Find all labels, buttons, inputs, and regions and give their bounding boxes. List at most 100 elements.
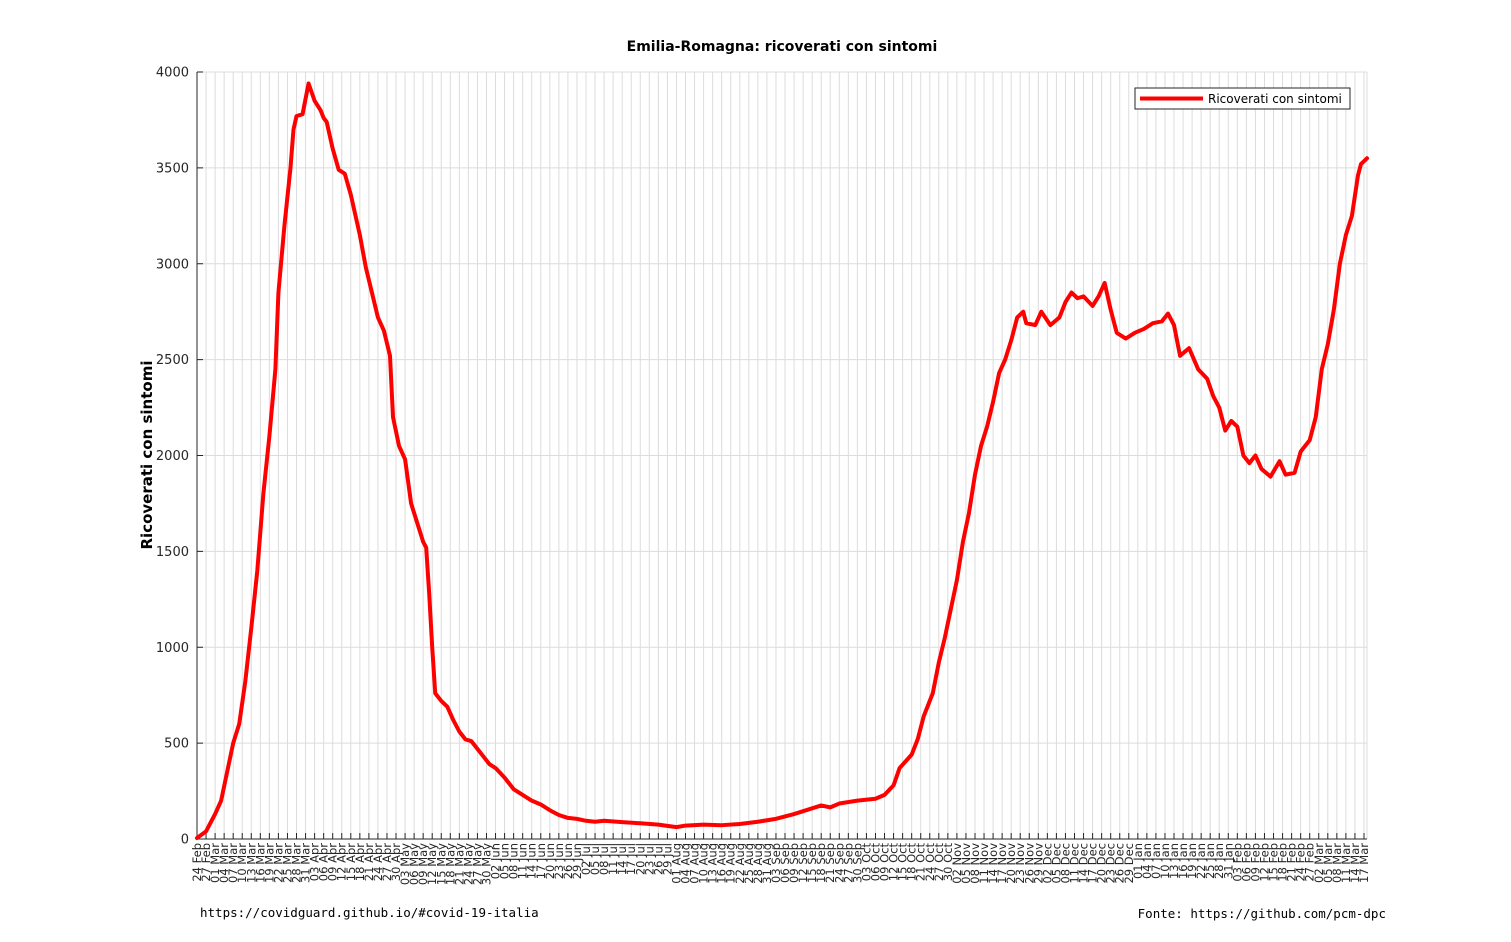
x-tick-label: 27 Feb xyxy=(1303,843,1317,882)
x-tick-label: 29 Dec xyxy=(1122,843,1136,884)
x-tick-label: 12 Sep xyxy=(796,843,810,883)
x-tick-label: 02 Nov xyxy=(950,843,964,884)
x-tick-label: 27 Oct xyxy=(932,843,946,882)
x-tick-label: 06 Apr xyxy=(317,843,331,881)
x-tick-label: 04 Mar xyxy=(217,843,231,883)
x-tick-label: 09 Apr xyxy=(326,843,340,881)
x-tick-label: 15 Sep xyxy=(805,843,819,883)
x-tick-label: 08 Mar xyxy=(1330,843,1344,883)
x-tick-label: 18 May xyxy=(443,843,457,885)
y-axis-label: Ricoverati con sintomi xyxy=(138,361,156,550)
x-tick-label: 09 Sep xyxy=(787,843,801,883)
x-tick-label: 14 Jul xyxy=(615,843,629,875)
x-tick-label: 18 Feb xyxy=(1276,843,1290,882)
y-tick-label: 2500 xyxy=(156,353,189,368)
x-tick-label: 26 Jun xyxy=(561,843,575,879)
x-tick-label: 28 Jan xyxy=(1212,843,1226,879)
x-tick-label: 04 Aug xyxy=(679,843,693,884)
x-tick-label: 07 Mar xyxy=(226,843,240,883)
x-tick-label: 17 Jul xyxy=(624,843,638,875)
x-tick-label: 12 Feb xyxy=(1257,843,1271,882)
x-tick-label: 03 Oct xyxy=(859,843,873,882)
x-tick-label: 27 Apr xyxy=(380,843,394,881)
x-tick-label: 08 Jun xyxy=(507,843,521,879)
x-tick-label: 02 Dec xyxy=(1040,843,1054,884)
x-tick-label: 27 Sep xyxy=(841,843,855,883)
x-tick-label: 26 Jul xyxy=(651,843,665,875)
x-tick-label: 12 Apr xyxy=(335,843,349,881)
x-tick-label: 04 Jan xyxy=(1140,843,1154,879)
x-tick-label: 23 Nov xyxy=(1013,843,1027,884)
x-tick-label: 25 Jan xyxy=(1203,843,1217,879)
x-tick-label: 13 Aug xyxy=(706,843,720,884)
x-tick-label: 19 Jan xyxy=(1185,843,1199,879)
x-tick-label: 26 Dec xyxy=(1113,843,1127,884)
x-tick-label: 27 May xyxy=(470,843,484,885)
x-tick-label: 22 Aug xyxy=(733,843,747,884)
x-tick-label: 06 May xyxy=(407,843,421,885)
x-tick-label: 31 Jan xyxy=(1221,843,1235,879)
x-tick-label: 12 May xyxy=(425,843,439,885)
x-tick-label: 10 Aug xyxy=(697,843,711,884)
x-tick-label: 17 Mar xyxy=(1357,843,1371,883)
x-tick-label: 17 Jun xyxy=(534,843,548,879)
y-tick-label: 0 xyxy=(181,833,189,848)
y-tick-label: 2000 xyxy=(156,449,189,464)
x-tick-label: 07 Jan xyxy=(1149,843,1163,879)
x-tick-label: 14 Dec xyxy=(1077,843,1091,884)
x-tick-label: 15 Oct xyxy=(896,843,910,882)
x-tick-label: 15 Feb xyxy=(1267,843,1281,882)
x-tick-label: 28 Aug xyxy=(751,843,765,884)
x-tick-label: 10 Mar xyxy=(235,843,249,883)
x-tick-label: 21 Oct xyxy=(914,843,928,882)
legend-label-ricoverati: Ricoverati con sintomi xyxy=(1208,92,1342,106)
x-tick-label: 21 Sep xyxy=(823,843,837,883)
x-tick-label: 05 Nov xyxy=(959,843,973,884)
x-tick-label: 24 Apr xyxy=(371,843,385,881)
x-tick-label: 05 Jul xyxy=(588,843,602,875)
x-tick-label: 16 Jan xyxy=(1176,843,1190,879)
x-tick-label: 15 May xyxy=(434,843,448,885)
y-tick-label: 1500 xyxy=(156,545,189,560)
y-tick-label: 1000 xyxy=(156,641,189,656)
footer-source-url: https://covidguard.github.io/#covid-19-i… xyxy=(200,905,539,920)
x-tick-label: 22 Jan xyxy=(1194,843,1208,879)
y-tick-labels: 0 500 1000 1500 2000 2500 3000 3500 4000 xyxy=(156,66,203,848)
x-tick-label: 11 Dec xyxy=(1068,843,1082,884)
x-tick-label: 03 Sep xyxy=(769,843,783,883)
x-tick-label: 06 Oct xyxy=(868,843,882,882)
x-tick-label: 05 Mar xyxy=(1321,843,1335,883)
x-tick-label: 11 Mar xyxy=(1339,843,1353,883)
x-tick-label: 28 Mar xyxy=(290,843,304,883)
x-tick-label: 03 Feb xyxy=(1230,843,1244,882)
x-tick-label: 30 Oct xyxy=(941,843,955,882)
x-tick-label: 23 Jun xyxy=(552,843,566,879)
x-tick-label: 06 Sep xyxy=(778,843,792,883)
x-tick-label: 17 Dec xyxy=(1086,843,1100,884)
x-tick-label: 24 Oct xyxy=(923,843,937,882)
x-tick-label: 18 Oct xyxy=(905,843,919,882)
x-tick-label: 18 Apr xyxy=(353,843,367,881)
footer-data-source: Fonte: https://github.com/pcm-dpc xyxy=(1137,906,1386,921)
x-tick-label: 31 Aug xyxy=(760,843,774,884)
x-tick-label: 20 Jun xyxy=(543,843,557,879)
x-tick-label: 01 Mar xyxy=(208,843,222,883)
x-tick-label: 08 Dec xyxy=(1058,843,1072,884)
x-tick-label: 03 May xyxy=(398,843,412,885)
x-tick-label: 12 Oct xyxy=(887,843,901,882)
x-tick-label: 11 Nov xyxy=(977,843,991,884)
x-tick-label: 24 May xyxy=(461,843,475,885)
y-tick-label: 3500 xyxy=(156,161,189,176)
x-tick-label: 24 Feb xyxy=(1294,843,1308,882)
chart-title: Emilia-Romagna: ricoverati con sintomi xyxy=(627,39,938,55)
x-tick-label: 09 Feb xyxy=(1248,843,1262,882)
x-tick-label: 08 Nov xyxy=(968,843,982,884)
y-tick-label: 3000 xyxy=(156,257,189,272)
x-tick-label: 11 Jun xyxy=(516,843,530,879)
x-tick-label: 13 Jan xyxy=(1167,843,1181,879)
x-tick-label: 17 Nov xyxy=(995,843,1009,884)
x-tick-label: 24 Sep xyxy=(832,843,846,883)
x-tick-label: 15 Apr xyxy=(344,843,358,881)
x-tick-label: 20 Dec xyxy=(1095,843,1109,884)
series-layer xyxy=(195,81,1369,841)
